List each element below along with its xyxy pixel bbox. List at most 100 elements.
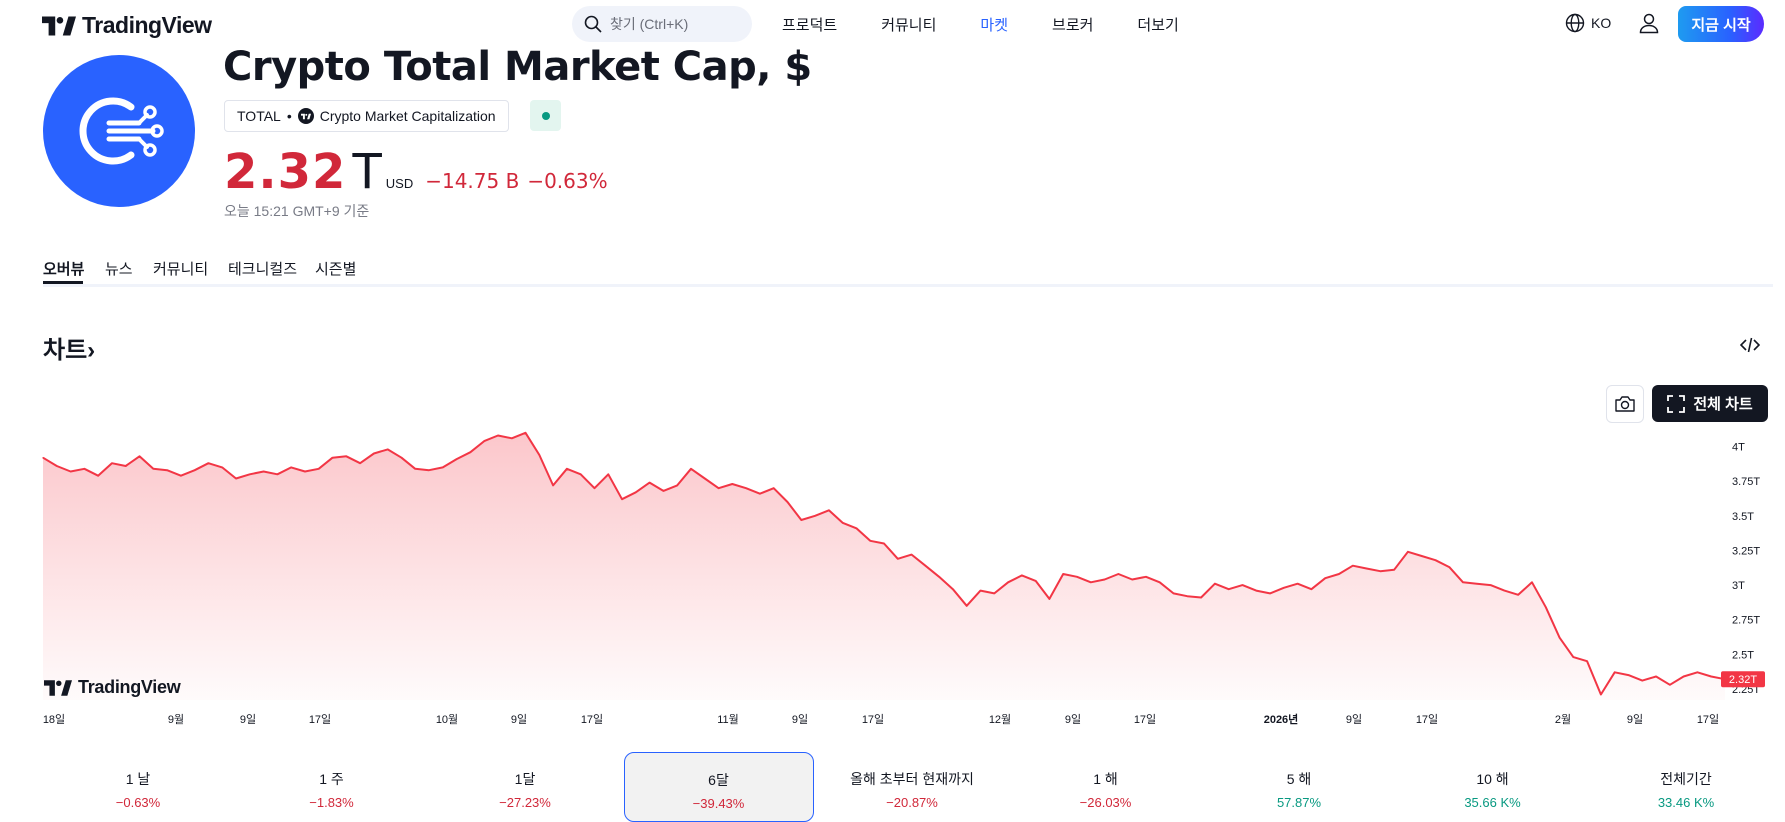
- chart-data-point: [938, 576, 940, 578]
- period-change: −1.83%: [309, 795, 354, 810]
- chart-data-point: [1545, 606, 1547, 608]
- x-axis-tick-label: 17일: [862, 712, 884, 726]
- symbol-tag[interactable]: TOTAL • Crypto Market Capitalization: [224, 100, 509, 132]
- chart-data-point: [524, 432, 527, 434]
- chart-data-point: [883, 542, 885, 545]
- user-menu-button[interactable]: [1638, 12, 1660, 39]
- tab-item[interactable]: 시즌별: [315, 261, 357, 278]
- chart-data-point: [1558, 637, 1561, 639]
- nav-menu-item[interactable]: 더보기: [1137, 17, 1179, 34]
- x-axis-tick-label: 9일: [240, 712, 256, 726]
- chart-data-point: [1572, 656, 1574, 658]
- x-axis-tick-label: 9일: [1346, 712, 1362, 726]
- snapshot-button[interactable]: [1606, 385, 1644, 423]
- y-axis-tick-label: 4T: [1732, 442, 1745, 454]
- chart-data-point: [290, 466, 292, 468]
- chart-data-point: [111, 462, 113, 464]
- chart-data-point: [483, 440, 485, 442]
- x-axis-tick-label: 9일: [1627, 712, 1643, 726]
- period-button[interactable]: 6달 −39.43%: [623, 752, 814, 822]
- chart-data-point: [1145, 576, 1147, 578]
- chart-data-point: [1710, 675, 1712, 678]
- chart-data-point: [359, 462, 361, 464]
- chart-data-point: [331, 457, 334, 459]
- period-change: −26.03%: [1079, 795, 1132, 810]
- search-placeholder: 찾기 (Ctrl+K): [610, 16, 689, 32]
- chart-data-point: [166, 469, 168, 471]
- chart-data-point: [869, 540, 871, 542]
- period-button[interactable]: 1 해 −26.03%: [1011, 752, 1201, 822]
- chart-data-point: [1365, 567, 1368, 570]
- search-bar[interactable]: 찾기 (Ctrl+K): [572, 6, 752, 42]
- chart-data-point: [538, 454, 540, 456]
- x-axis-tick-label: 2월: [1555, 713, 1571, 726]
- y-axis-tick-label: 2.5T: [1732, 649, 1754, 661]
- tab-item[interactable]: 커뮤니티: [153, 261, 209, 278]
- period-change: 35.66 K%: [1464, 795, 1521, 810]
- chart-data-point: [1393, 569, 1395, 571]
- tab-item[interactable]: 뉴스: [105, 261, 133, 278]
- period-button[interactable]: 5 해 57.87%: [1204, 752, 1394, 822]
- chart-data-point: [97, 475, 99, 477]
- period-button[interactable]: 올해 초부터 현재까지 −20.87%: [817, 752, 1007, 822]
- period-label: 6달: [708, 772, 729, 788]
- tab-item[interactable]: 오버뷰: [43, 261, 85, 278]
- tab-item[interactable]: 테크니컬즈: [228, 261, 298, 278]
- chart-data-point: [180, 475, 182, 477]
- chart-data-point: [1283, 587, 1285, 589]
- chart-data-point: [511, 437, 513, 439]
- code-embed-icon: [1739, 337, 1761, 353]
- period-button[interactable]: 10 해 35.66 K%: [1398, 752, 1588, 822]
- nav-menu-item[interactable]: 프로덕트: [782, 17, 838, 34]
- period-button[interactable]: 전체기간 33.46 K%: [1591, 752, 1781, 822]
- chart-data-point: [1434, 559, 1437, 561]
- chart-data-point: [1159, 581, 1161, 583]
- price-block: 2.32 T USD −14.75 B −0.63%: [224, 144, 608, 200]
- chart-data-point: [1255, 590, 1257, 592]
- chart-data-point: [221, 466, 223, 468]
- tradingview-logo[interactable]: TradingView: [42, 12, 212, 39]
- price-timestamp: 오늘 15:21 GMT+9 기준: [224, 203, 370, 219]
- market-status-indicator[interactable]: [530, 100, 561, 131]
- nav-menu-item[interactable]: 커뮤니티: [881, 17, 937, 34]
- period-button[interactable]: 1 주 −1.83%: [237, 752, 427, 822]
- chart-data-point: [400, 457, 403, 459]
- source-label: Crypto Market Capitalization: [319, 108, 496, 124]
- chart-data-point: [1062, 573, 1064, 575]
- chart-data-point: [1021, 574, 1023, 576]
- user-icon: [1639, 13, 1659, 34]
- chart-data-point: [1421, 555, 1423, 557]
- chart-data-point: [773, 487, 775, 489]
- chart-data-point: [262, 470, 265, 473]
- period-button[interactable]: 1달 −27.23%: [430, 752, 620, 822]
- crypto-market-cap-logo: [43, 55, 195, 207]
- tag-separator: •: [286, 108, 292, 124]
- top-nav: TradingView 찾기 (Ctrl+K) 프로덕트 커뮤니티 마켓 브로커 더보기…: [0, 0, 1785, 48]
- chart-data-point: [387, 448, 389, 450]
- nav-menu-item[interactable]: 브로커: [1052, 17, 1094, 34]
- get-started-button[interactable]: 지금 시작: [1678, 6, 1764, 42]
- chart-data-point: [428, 469, 430, 471]
- chart-data-point: [717, 487, 720, 489]
- chart-data-point: [1090, 581, 1092, 583]
- period-change: −20.87%: [886, 795, 938, 810]
- chart-data-point: [1448, 566, 1450, 568]
- full-chart-button[interactable]: 전체 차트: [1652, 385, 1768, 422]
- chart-data-point: [414, 468, 416, 470]
- embed-code-button[interactable]: [1739, 336, 1761, 359]
- chart-data-point: [552, 484, 554, 486]
- chart-data-point: [1600, 693, 1602, 696]
- chart-section-title[interactable]: 차트›: [43, 330, 95, 365]
- period-label: 10 해: [1476, 771, 1509, 787]
- period-change: 33.46 K%: [1657, 795, 1715, 810]
- chart-data-point: [759, 493, 761, 495]
- chart-data-point: [704, 477, 706, 480]
- chart-data-point: [1269, 592, 1271, 594]
- nav-menu-item[interactable]: 마켓: [980, 17, 1009, 34]
- language-selector[interactable]: KO: [1565, 13, 1611, 33]
- chart-data-point: [607, 473, 609, 475]
- period-label: 올해 초부터 현재까지: [850, 771, 974, 787]
- chart-data-point: [593, 487, 596, 489]
- period-button[interactable]: 1 날 −0.63%: [43, 752, 233, 822]
